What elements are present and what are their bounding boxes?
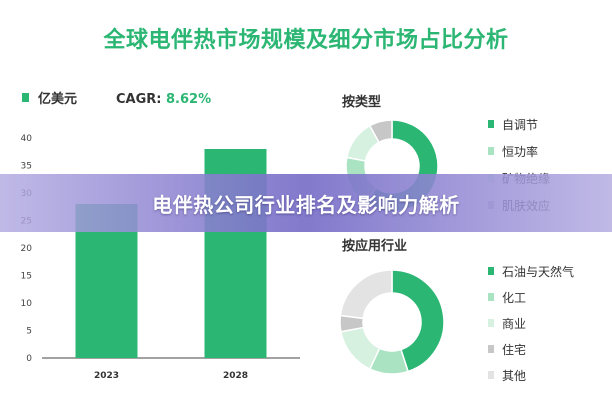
y-tick-label: 0 (26, 354, 32, 364)
legend-label: 自调节 (502, 118, 538, 132)
cagr-value: 8.62% (166, 92, 211, 107)
legend-swatch (488, 267, 494, 275)
x-tick-label: 2023 (94, 371, 119, 381)
cagr-label: CAGR: (116, 92, 161, 107)
y-tick-label: 5 (26, 327, 32, 337)
legend-label: 石油与天然气 (502, 264, 574, 279)
donut-slice (339, 269, 393, 320)
donut-title: 按类型 (342, 94, 381, 110)
y-tick-label: 20 (21, 244, 33, 254)
legend-label: 化工 (502, 291, 526, 305)
legend-label: 住宅 (502, 342, 526, 357)
x-tick-label: 2028 (223, 371, 248, 381)
title-banner: 电伴热公司行业排名及影响力解析 (0, 174, 612, 232)
legend-label: 其他 (502, 369, 526, 383)
donut-slice (368, 119, 393, 144)
legend-swatch (488, 120, 494, 128)
page-title: 全球电伴热市场规模及细分市场占比分析 (103, 28, 509, 53)
legend-swatch (488, 293, 494, 301)
unit-label: 亿美元 (38, 91, 77, 107)
legend-label: 商业 (502, 316, 526, 331)
legend-swatch (488, 371, 494, 379)
y-tick-label: 35 (21, 162, 32, 172)
legend-swatch (488, 345, 494, 353)
y-tick-label: 40 (21, 134, 33, 144)
y-tick-label: 10 (21, 299, 33, 309)
legend-swatch (488, 319, 494, 327)
donut-title: 按应用行业 (342, 238, 407, 254)
donut-slice (391, 269, 445, 373)
legend-swatch (488, 147, 494, 155)
banner-text: 电伴热公司行业排名及影响力解析 (152, 192, 460, 217)
y-tick-label: 15 (21, 272, 32, 282)
legend-label: 恒功率 (502, 144, 538, 159)
legend-swatch (22, 93, 29, 102)
